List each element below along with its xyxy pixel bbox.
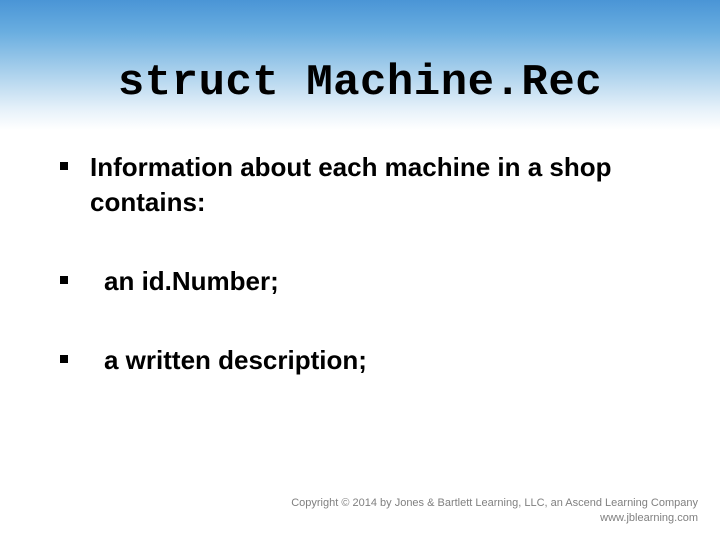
bullet-marker-icon <box>60 162 68 170</box>
bullet-marker-icon <box>60 355 68 363</box>
slide-title: struct Machine.Rec <box>0 58 720 108</box>
copyright-text: Copyright © 2014 by Jones & Bartlett Lea… <box>291 496 698 511</box>
list-item-text: an id.Number; <box>90 264 279 299</box>
bullet-list: Information about each machine in a shop… <box>60 150 660 422</box>
list-item: a written description; <box>60 343 660 378</box>
footer-url: www.jblearning.com <box>291 511 698 526</box>
slide: struct Machine.Rec Information about eac… <box>0 0 720 540</box>
bullet-marker-icon <box>60 276 68 284</box>
list-item-text: Information about each machine in a shop… <box>90 150 660 220</box>
list-item: Information about each machine in a shop… <box>60 150 660 220</box>
list-item: an id.Number; <box>60 264 660 299</box>
footer: Copyright © 2014 by Jones & Bartlett Lea… <box>291 496 698 526</box>
list-item-text: a written description; <box>90 343 367 378</box>
